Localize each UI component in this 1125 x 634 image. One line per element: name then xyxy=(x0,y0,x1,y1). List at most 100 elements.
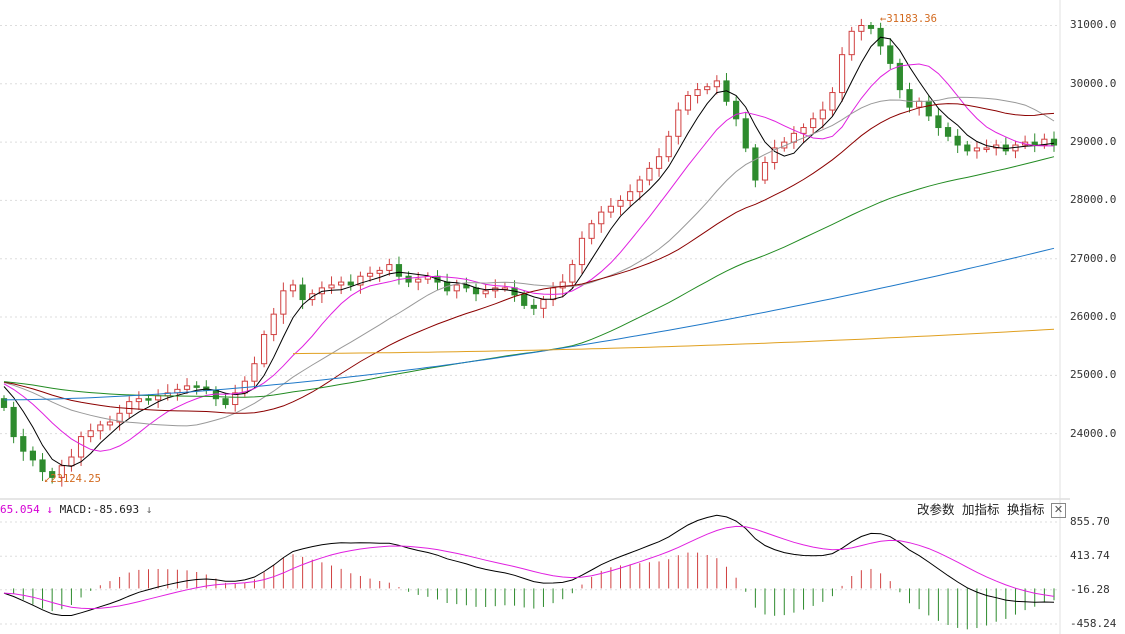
candle-up xyxy=(338,281,345,286)
candle-down xyxy=(49,471,56,478)
candle-down xyxy=(463,284,470,289)
macd-tick-label: -458.24 xyxy=(1070,617,1117,630)
candle-up xyxy=(280,290,287,315)
candle-up xyxy=(588,223,595,239)
ma-line-ma20 xyxy=(3,96,1055,427)
candle-up xyxy=(838,54,846,94)
high-arrow-icon: ← xyxy=(880,13,887,25)
candle-up xyxy=(549,287,557,301)
candle-up xyxy=(68,456,75,467)
candle-up xyxy=(183,385,191,390)
candle-up xyxy=(607,205,614,213)
price-tick-label: 30000.0 xyxy=(1070,76,1117,90)
down-arrow-icon: ↓ xyxy=(145,503,153,516)
price-gridlines xyxy=(0,24,1060,435)
candle-up xyxy=(627,191,634,201)
macd-tick-label: -16.28 xyxy=(1070,582,1110,596)
candle-up xyxy=(482,290,489,295)
candle-up xyxy=(357,275,364,286)
candle-down xyxy=(530,304,537,309)
price-tick-label: 25000.0 xyxy=(1070,368,1117,382)
candle-down xyxy=(944,127,952,137)
candle-up xyxy=(540,299,547,309)
candle-up xyxy=(155,395,162,401)
candlestick-chart xyxy=(0,0,1070,634)
candle-down xyxy=(193,385,200,388)
candle-down xyxy=(20,436,27,452)
candle-up xyxy=(386,264,393,271)
candle-up xyxy=(251,363,258,382)
change-params-button[interactable]: 改参数 xyxy=(917,502,955,517)
macd-lines xyxy=(3,514,1055,616)
candle-up xyxy=(569,264,576,283)
macd-histogram xyxy=(13,552,1055,630)
candle-down xyxy=(867,24,875,29)
candle-down xyxy=(742,118,749,149)
down-arrow-icon: ↓ xyxy=(46,503,53,516)
high-annotation: ←31183.36 xyxy=(880,13,937,25)
price-tick-label: 27000.0 xyxy=(1070,251,1117,265)
candle-up xyxy=(829,92,836,111)
ma-line-ma30 xyxy=(3,103,1055,414)
candle-up xyxy=(58,465,65,478)
close-icon[interactable]: ✕ xyxy=(1051,503,1066,518)
candle-up xyxy=(704,86,711,91)
ma-line-ma10 xyxy=(3,63,1054,452)
candle-up xyxy=(819,109,826,120)
candle-up xyxy=(848,30,855,56)
candle-down xyxy=(29,450,36,461)
dif-value: 65.054 xyxy=(0,503,40,516)
price-tick-label: 31000.0 xyxy=(1070,18,1117,32)
candle-down xyxy=(203,386,210,391)
low-arrow-icon: ↙ xyxy=(44,473,51,485)
candle-up xyxy=(598,211,605,225)
candle-up xyxy=(87,430,94,438)
candle-down xyxy=(887,45,894,64)
candle-down xyxy=(299,284,306,301)
macd-value: MACD:-85.693 xyxy=(59,503,140,516)
candle-up xyxy=(983,147,990,150)
candle-up xyxy=(684,94,692,111)
candle-up xyxy=(810,118,817,129)
candle-down xyxy=(954,135,961,146)
candle-up xyxy=(106,421,114,426)
candle-down xyxy=(395,264,403,277)
candle-up xyxy=(694,89,701,96)
candle-up xyxy=(559,281,566,289)
candle-up xyxy=(1041,138,1048,146)
candle-up xyxy=(77,436,85,458)
candle-down xyxy=(1031,141,1038,146)
candle-up xyxy=(270,313,277,336)
candle-up xyxy=(916,100,923,108)
low-annotation: ↙23124.25 xyxy=(44,473,101,485)
ma-line-ma250 xyxy=(292,328,1055,355)
candle-up xyxy=(646,167,653,181)
candle-down xyxy=(222,398,229,406)
candle-down xyxy=(896,62,903,91)
candle-up xyxy=(771,147,778,164)
candle-down xyxy=(39,459,46,473)
candle-down xyxy=(1050,138,1058,146)
candle-down xyxy=(925,100,932,117)
candle-down xyxy=(405,275,412,283)
candle-up xyxy=(135,398,142,403)
ma-line-ma60 xyxy=(3,156,1055,398)
candle-up xyxy=(973,147,981,152)
macd-tick-label: 413.74 xyxy=(1070,549,1110,563)
candle-down xyxy=(752,147,759,181)
candle-down xyxy=(935,115,942,129)
candle-up xyxy=(636,179,643,193)
price-tick-label: 24000.0 xyxy=(1070,426,1117,440)
switch-indicator-button[interactable]: 换指标 xyxy=(1007,502,1045,517)
candle-up xyxy=(232,392,239,406)
candle-up xyxy=(800,127,807,134)
macd-header: 65.054 ↓ MACD:-85.693 ↓ xyxy=(0,500,1070,520)
candle-down xyxy=(10,406,17,438)
candle-down xyxy=(347,281,354,286)
add-indicator-button[interactable]: 加指标 xyxy=(962,502,1000,517)
ma-line-ma5 xyxy=(3,36,1055,467)
price-tick-label: 29000.0 xyxy=(1070,135,1117,149)
price-tick-label: 26000.0 xyxy=(1070,310,1117,324)
price-tick-label: 28000.0 xyxy=(1070,193,1117,207)
candle-up xyxy=(328,284,335,289)
